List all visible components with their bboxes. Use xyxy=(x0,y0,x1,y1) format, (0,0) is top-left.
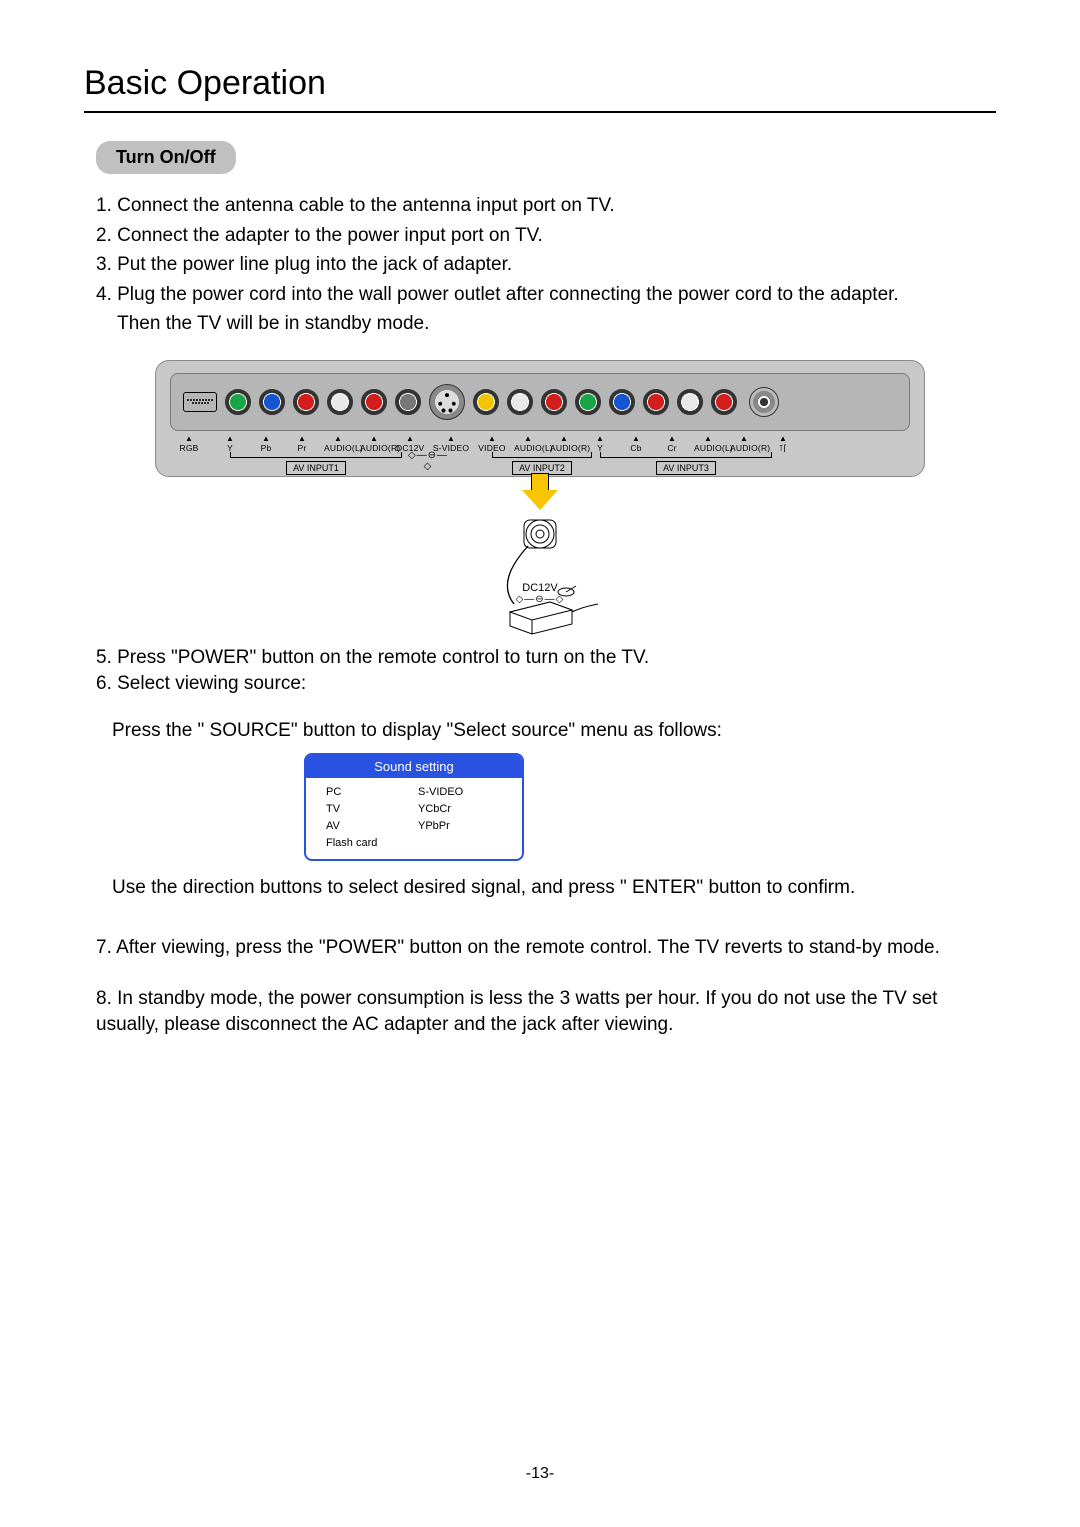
step-item: 5. Press "POWER" button on the remote co… xyxy=(96,645,996,672)
port-label: ▲RGB xyxy=(170,435,208,453)
step-7: 7. After viewing, press the "POWER" butt… xyxy=(96,935,996,962)
port-pb xyxy=(259,389,285,415)
step-item: 2. Connect the adapter to the power inpu… xyxy=(96,222,996,250)
dc-adapter-diagram: DC12V ◇—⊖—◇ xyxy=(84,473,996,645)
step-item: 4. Plug the power cord into the wall pow… xyxy=(96,281,996,309)
section-heading: Turn On/Off xyxy=(96,141,236,174)
menu-item: AV xyxy=(326,820,418,832)
menu-item: YPbPr xyxy=(418,820,510,832)
page-title: Basic Operation xyxy=(84,64,996,103)
port-audio-l- xyxy=(327,389,353,415)
menu-item: S-VIDEO xyxy=(418,786,510,798)
confirm-instruction: Use the direction buttons to select desi… xyxy=(112,875,996,902)
port-s-video xyxy=(429,384,465,420)
menu-item xyxy=(418,837,510,849)
step-8: 8. In standby mode, the power consumptio… xyxy=(96,986,996,1039)
source-menu-title: Sound setting xyxy=(306,755,522,778)
steps-list-mid: 5. Press "POWER" button on the remote co… xyxy=(96,645,996,698)
step-item: 3. Put the power line plug into the jack… xyxy=(96,251,996,279)
port-pr xyxy=(293,389,319,415)
port-strip xyxy=(170,373,910,431)
step-item: Then the TV will be in standby mode. xyxy=(96,310,996,338)
port-antenna xyxy=(749,387,779,417)
port-dc12v xyxy=(395,389,421,415)
port-audio-r- xyxy=(711,389,737,415)
port-audio-r- xyxy=(361,389,387,415)
av-group-label: AV INPUT1 xyxy=(230,450,402,476)
port-audio-l- xyxy=(507,389,533,415)
menu-item: YCbCr xyxy=(418,803,510,815)
page-number: -13- xyxy=(0,1465,1080,1483)
port-audio-l- xyxy=(677,389,703,415)
port-y xyxy=(225,389,251,415)
menu-item: TV xyxy=(326,803,418,815)
port-cb xyxy=(609,389,635,415)
port-y xyxy=(575,389,601,415)
source-menu: Sound setting PCS-VIDEOTVYCbCrAVYPbPrFla… xyxy=(304,753,524,861)
menu-item: PC xyxy=(326,786,418,798)
port-cr xyxy=(643,389,669,415)
step-item: 1. Connect the antenna cable to the ante… xyxy=(96,192,996,220)
port-audio-r- xyxy=(541,389,567,415)
connector-panel: ▲RGB▲Y▲Pb▲Pr▲AUDIO(L)▲AUDIO(R)▲DC12V▲S-V… xyxy=(155,360,925,477)
dc-symbol-under: ◇—⊖—◇ xyxy=(404,450,452,472)
steps-list-top: 1. Connect the antenna cable to the ante… xyxy=(96,192,996,338)
source-menu-grid: PCS-VIDEOTVYCbCrAVYPbPrFlash card xyxy=(306,778,522,859)
port-rgb xyxy=(183,392,217,412)
av-group-label: AV INPUT3 xyxy=(600,450,772,476)
dc-symbol: ◇—⊖—◇ xyxy=(84,594,996,605)
menu-item: Flash card xyxy=(326,837,418,849)
port-video xyxy=(473,389,499,415)
dc-label: DC12V xyxy=(84,582,996,594)
title-rule xyxy=(84,111,996,113)
source-instruction: Press the " SOURCE" button to display "S… xyxy=(112,718,996,745)
step-item: 6. Select viewing source: xyxy=(96,671,996,698)
